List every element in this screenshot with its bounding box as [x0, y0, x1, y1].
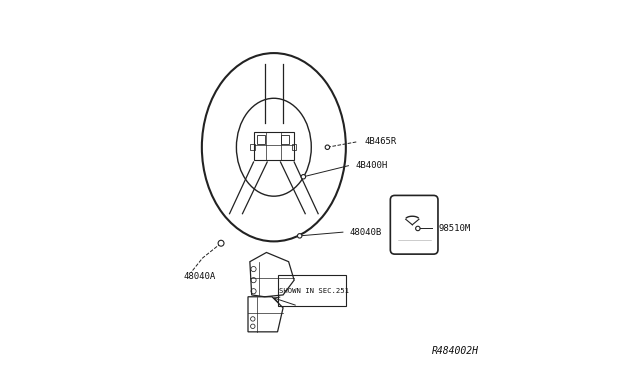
Bar — [278, 275, 346, 306]
Circle shape — [301, 174, 306, 179]
Text: 98510M: 98510M — [438, 224, 470, 233]
Circle shape — [298, 234, 302, 238]
Circle shape — [325, 145, 330, 150]
Bar — [281, 135, 289, 144]
Text: 48040B: 48040B — [349, 228, 382, 237]
Text: 4B400H: 4B400H — [355, 161, 387, 170]
Circle shape — [218, 240, 224, 246]
Bar — [292, 144, 296, 150]
Text: 4B465R: 4B465R — [364, 137, 397, 146]
Text: 48040A: 48040A — [184, 272, 216, 281]
Bar — [250, 144, 255, 150]
Text: R484002H: R484002H — [432, 346, 479, 356]
Bar — [257, 135, 266, 144]
Circle shape — [415, 226, 420, 231]
Bar — [253, 132, 294, 160]
Text: SHOWN IN SEC.251: SHOWN IN SEC.251 — [280, 288, 349, 294]
